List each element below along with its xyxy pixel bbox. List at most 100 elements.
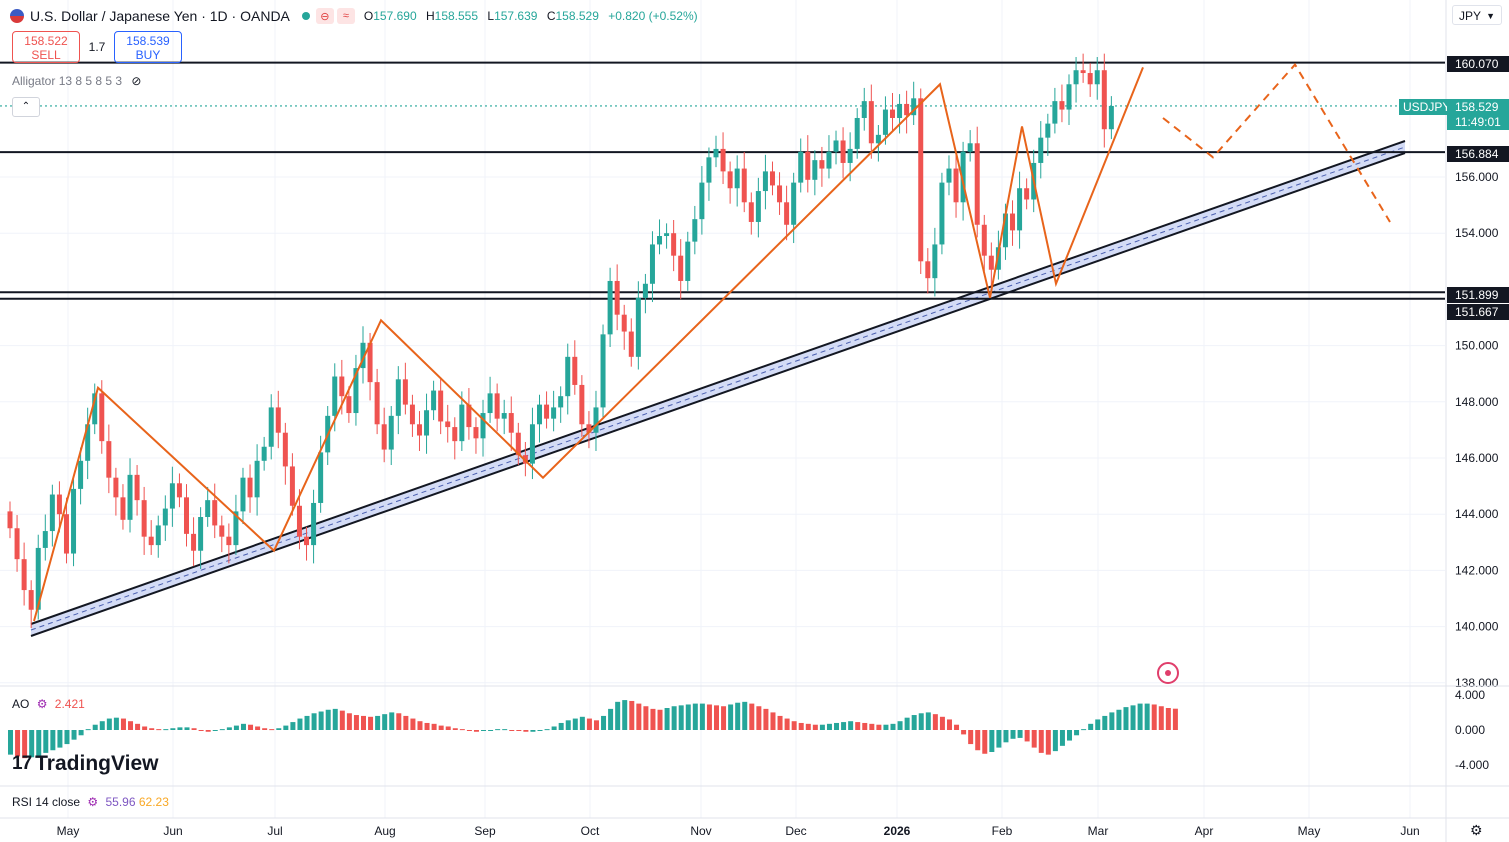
ao-bar <box>502 729 508 731</box>
candlestick-series <box>7 53 1114 629</box>
candle-body <box>911 98 917 116</box>
candle-body <box>346 396 352 414</box>
ao-bar <box>15 730 21 757</box>
ao-bar <box>488 730 494 731</box>
ao-bar <box>177 727 183 730</box>
ao-legend[interactable]: AO ⚙ 2.421 <box>12 697 85 711</box>
candle-body <box>21 559 27 591</box>
ao-bar <box>466 730 472 731</box>
candle-body <box>812 160 818 180</box>
candle-body <box>92 393 98 425</box>
candle-body <box>296 505 302 537</box>
ao-bar <box>368 716 374 730</box>
candle-body <box>741 168 747 203</box>
level-badge-1: 160.070 <box>1447 56 1509 72</box>
ao-bar <box>495 729 501 731</box>
ao-bar <box>226 727 232 730</box>
low-label: L <box>487 9 495 23</box>
ao-bar <box>608 708 614 730</box>
ao-bar <box>1052 730 1058 752</box>
symbol-title[interactable]: U.S. Dollar / Japanese Yen · 1D · OANDA <box>30 8 290 24</box>
candle-body <box>727 171 733 189</box>
sell-button[interactable]: 158.522 SELL <box>12 31 80 63</box>
ao-bar <box>1130 705 1136 730</box>
ao-bar <box>989 730 995 752</box>
level-badge-3: 151.899 <box>1447 287 1509 303</box>
ao-bar <box>459 729 465 731</box>
tradingview-mark-icon: 17 <box>12 753 32 774</box>
ao-tick-label: 4.000 <box>1455 688 1485 702</box>
candle-body <box>904 103 910 116</box>
event-marker-icon[interactable] <box>1157 662 1179 684</box>
candle-body <box>897 103 903 118</box>
ao-bar <box>1158 706 1164 730</box>
compare-icon[interactable]: ≈ <box>336 8 355 24</box>
candle-body <box>671 233 677 256</box>
horizontal-levels[interactable] <box>0 61 1445 300</box>
ao-bar <box>805 723 811 730</box>
ao-bar <box>756 706 762 730</box>
channel-lower-line <box>30 152 1406 637</box>
candle-body <box>1066 84 1072 110</box>
projection-path[interactable] <box>1162 62 1391 223</box>
ao-bar <box>29 730 35 758</box>
ao-bar <box>848 721 854 730</box>
buy-price: 158.539 <box>126 34 170 48</box>
buy-button[interactable]: 158.539 BUY <box>114 31 182 63</box>
chart-mode-icon[interactable]: ⊖ <box>315 8 334 24</box>
trend-channel[interactable] <box>30 140 1406 637</box>
sell-label: SELL <box>31 48 61 62</box>
ao-settings-icon[interactable]: ⚙ <box>36 697 48 711</box>
candle-body <box>304 536 310 546</box>
candle-body <box>28 590 34 610</box>
candle-body <box>148 536 154 546</box>
alligator-legend[interactable]: Alligator 13 8 5 8 5 3 ⊘ <box>12 74 141 88</box>
candle-body <box>240 477 246 512</box>
candle-body <box>529 424 535 464</box>
candle-body <box>607 280 613 335</box>
rsi-settings-icon[interactable]: ⚙ <box>87 795 99 809</box>
candle-body <box>868 101 874 144</box>
ao-bar <box>509 730 515 731</box>
candle-body <box>988 255 994 270</box>
ao-bar <box>417 721 423 730</box>
gear-icon[interactable]: ⚙ <box>1470 822 1483 838</box>
x-tick-label: Oct <box>581 824 600 838</box>
open-label: O <box>363 9 374 23</box>
rsi-legend[interactable]: RSI 14 close ⚙ 55.96 62.23 <box>12 795 169 809</box>
ao-label: AO <box>12 697 30 711</box>
ao-bar <box>1059 730 1065 746</box>
sell-price: 158.522 <box>24 34 68 48</box>
candle-body <box>875 134 881 144</box>
ao-bar <box>262 728 268 730</box>
ao-bar <box>22 730 28 759</box>
ao-bar <box>650 708 656 730</box>
open-value: 157.690 <box>373 9 417 23</box>
currency-select[interactable]: JPY ▼ <box>1452 5 1502 25</box>
hidden-eye-icon[interactable]: ⊘ <box>131 74 142 88</box>
candle-body <box>254 460 260 498</box>
ao-bar <box>198 730 204 731</box>
ao-bar <box>389 712 395 730</box>
ao-bar <box>57 730 63 748</box>
ao-bar <box>636 703 642 730</box>
ao-bar <box>897 721 903 730</box>
candle-body <box>1080 70 1086 74</box>
collapse-legend-button[interactable]: ⌃ <box>12 97 40 117</box>
zigzag-pattern[interactable] <box>33 67 1144 622</box>
ao-bar <box>8 730 13 755</box>
candle-body <box>642 283 648 298</box>
candle-body <box>106 441 112 478</box>
ao-bar <box>855 722 861 730</box>
candle-body <box>395 379 401 416</box>
candle-body <box>480 413 486 439</box>
candle-body <box>416 424 422 436</box>
ao-bar <box>212 730 218 731</box>
candle-body <box>1002 213 1008 248</box>
ao-bar <box>1095 719 1101 730</box>
ao-bar <box>1074 730 1080 736</box>
ao-bar <box>1038 730 1044 753</box>
ao-bar <box>170 728 176 730</box>
candle-body <box>99 393 105 442</box>
